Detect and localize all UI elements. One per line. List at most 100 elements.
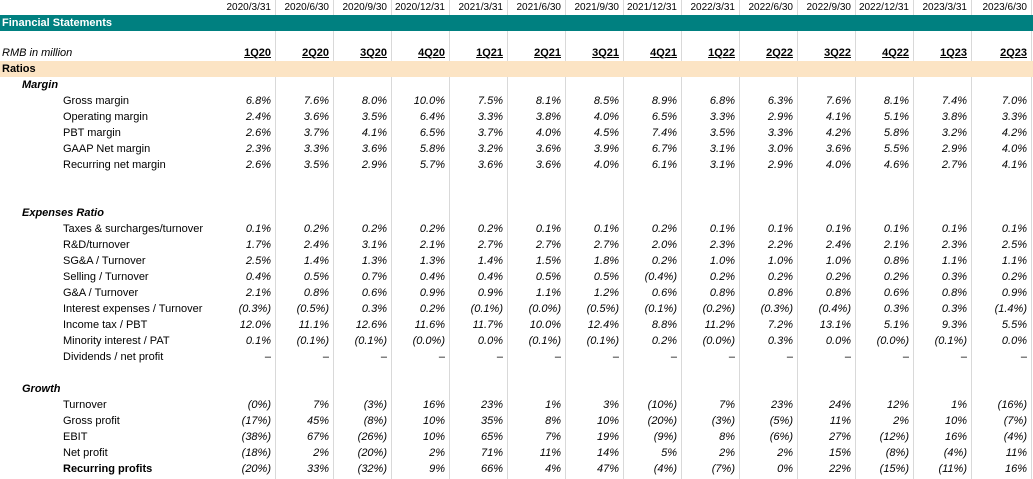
value-cell: 12.4% <box>587 319 619 331</box>
title-bar: Financial Statements <box>0 15 1033 31</box>
value-cell: (20%) <box>647 415 677 427</box>
row-label: G&A / Turnover <box>63 287 139 299</box>
value-cell: 0.8% <box>883 255 909 267</box>
value-cell: 1.5% <box>535 255 561 267</box>
value-cell: (15%) <box>879 463 909 475</box>
quarter-header-cell: 4Q22 <box>882 47 909 59</box>
value-cell: 0.9% <box>419 287 445 299</box>
value-cell: 19% <box>596 431 619 443</box>
value-cell: 1.4% <box>477 255 503 267</box>
column-gridline <box>391 0 392 479</box>
value-cell: 0.3% <box>883 303 909 315</box>
value-cell: 0.2% <box>303 223 329 235</box>
ratios-label: Ratios <box>2 63 36 75</box>
value-cell: 4.6% <box>883 159 909 171</box>
value-cell: 3.8% <box>941 111 967 123</box>
value-cell: – <box>844 351 851 363</box>
value-cell: – <box>496 351 503 363</box>
date-header-cell: 2021/9/30 <box>574 2 620 13</box>
value-cell: 47% <box>596 463 619 475</box>
table-row: Minority interest / PAT 0.1% (0.1%) (0.1%) (… <box>0 333 1033 349</box>
table-row: Selling / Turnover 0.4% 0.5% 0.7% 0.4% 0.4% 0.… <box>0 269 1033 285</box>
quarter-header-cell: 1Q23 <box>940 47 967 59</box>
value-cell: (7%) <box>711 463 735 475</box>
value-cell: 0.3% <box>941 271 967 283</box>
value-cell: 3.3% <box>303 143 329 155</box>
value-cell: (18%) <box>241 447 271 459</box>
value-cell: 10% <box>422 415 445 427</box>
table-row: Income tax / PBT 12.0% 11.1% 12.6% 11.6% 11.7… <box>0 317 1033 333</box>
column-gridline <box>449 0 450 479</box>
value-cell: – <box>786 351 793 363</box>
value-cell: 1.3% <box>419 255 445 267</box>
value-cell: 2% <box>313 447 329 459</box>
value-cell: 67% <box>306 431 329 443</box>
value-cell: (0.0%) <box>412 335 445 347</box>
table-row: Dividends / net profit – – – – – – – – – – – – – – <box>0 349 1033 365</box>
value-cell: 0.5% <box>535 271 561 283</box>
value-cell: 0.2% <box>825 271 851 283</box>
value-cell: (20%) <box>357 447 387 459</box>
date-header-cell: 2023/3/31 <box>922 2 968 13</box>
section-header: Expenses Ratio <box>0 205 1033 221</box>
value-cell: (12%) <box>879 431 909 443</box>
column-gridline <box>275 0 276 479</box>
value-cell: 0.3% <box>941 303 967 315</box>
value-cell: – <box>960 351 967 363</box>
value-cell: 0.1% <box>1001 223 1027 235</box>
value-cell: 12.0% <box>239 319 271 331</box>
value-cell: 6.4% <box>419 111 445 123</box>
value-cell: 0.8% <box>709 287 735 299</box>
value-cell: 2.7% <box>535 239 561 251</box>
row-label: Turnover <box>63 399 107 411</box>
value-cell: (8%) <box>363 415 387 427</box>
row-label: Dividends / net profit <box>63 351 164 363</box>
value-cell: 2% <box>719 447 735 459</box>
value-cell: 8.1% <box>535 95 561 107</box>
value-cell: 3.6% <box>303 111 329 123</box>
value-cell: 11.1% <box>298 319 329 331</box>
value-cell: 7% <box>545 431 561 443</box>
value-cell: (17%) <box>241 415 271 427</box>
value-cell: (0.2%) <box>702 303 735 315</box>
value-cell: 2.3% <box>245 143 271 155</box>
value-cell: 11.7% <box>472 319 503 331</box>
value-cell: 2.4% <box>303 239 329 251</box>
quarter-header-row: RMB in million 1Q20 2Q20 3Q20 4Q20 1Q21 2Q21 3Q… <box>0 45 1033 61</box>
column-gridline <box>797 0 798 479</box>
value-cell: 0.5% <box>303 271 329 283</box>
value-cell: 2.3% <box>941 239 967 251</box>
table-row: Recurring profits (20%) 33% (32%) 9% 66% 4% 47%… <box>0 461 1033 477</box>
row-label: Net profit <box>63 447 108 459</box>
value-cell: 0.2% <box>1001 271 1027 283</box>
value-cell: 16% <box>422 399 445 411</box>
value-cell: 0.9% <box>1001 287 1027 299</box>
value-cell: (38%) <box>241 431 271 443</box>
quarter-header-cell: 1Q22 <box>708 47 735 59</box>
value-cell: (3%) <box>363 399 387 411</box>
value-cell: 2% <box>429 447 445 459</box>
value-cell: 27% <box>828 431 851 443</box>
value-cell: (0.1%) <box>934 335 967 347</box>
value-cell: 3.1% <box>709 159 735 171</box>
value-cell: 4.1% <box>1001 159 1027 171</box>
table-row: Gross margin 6.8% 7.6% 8.0% 10.0% 7.5% 8.1% 8.5… <box>0 93 1033 109</box>
section-title: Growth <box>22 383 61 395</box>
value-cell: 1.0% <box>709 255 735 267</box>
value-cell: – <box>670 351 677 363</box>
value-cell: 0.2% <box>419 303 445 315</box>
value-cell: 2% <box>893 415 909 427</box>
row-label: EBIT <box>63 431 88 443</box>
value-cell: 5.8% <box>419 143 445 155</box>
value-cell: 3.0% <box>767 143 793 155</box>
value-cell: 4.0% <box>535 127 561 139</box>
value-cell: 7% <box>313 399 329 411</box>
value-cell: 0.8% <box>767 287 793 299</box>
value-cell: 3.8% <box>535 111 561 123</box>
row-label: Income tax / PBT <box>63 319 148 331</box>
value-cell: 2% <box>777 447 793 459</box>
value-cell: 0.4% <box>477 271 503 283</box>
value-cell: (0.0%) <box>702 335 735 347</box>
value-cell: 2.4% <box>245 111 271 123</box>
value-cell: 3.3% <box>1001 111 1027 123</box>
